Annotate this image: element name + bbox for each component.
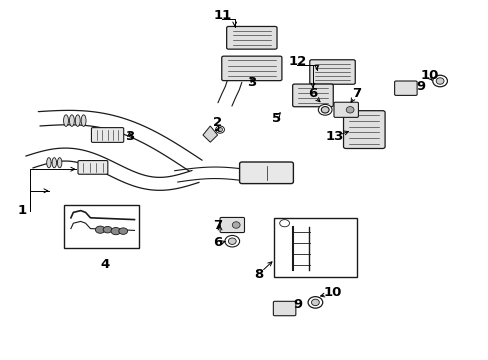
Ellipse shape <box>435 78 443 84</box>
Ellipse shape <box>321 107 328 113</box>
Ellipse shape <box>346 107 353 113</box>
Text: 9: 9 <box>415 80 424 93</box>
FancyBboxPatch shape <box>226 26 276 49</box>
Text: 10: 10 <box>323 286 341 299</box>
Polygon shape <box>218 80 242 106</box>
FancyBboxPatch shape <box>239 162 293 184</box>
FancyBboxPatch shape <box>220 217 244 233</box>
Ellipse shape <box>228 238 236 244</box>
FancyBboxPatch shape <box>309 60 354 84</box>
FancyBboxPatch shape <box>91 127 123 142</box>
Text: 11: 11 <box>213 9 231 22</box>
Text: 5: 5 <box>271 112 280 125</box>
Text: 13: 13 <box>325 130 344 143</box>
Text: 2: 2 <box>213 116 222 129</box>
Polygon shape <box>203 126 217 142</box>
Polygon shape <box>174 167 255 182</box>
FancyBboxPatch shape <box>78 161 107 174</box>
Circle shape <box>103 226 112 233</box>
Ellipse shape <box>47 158 51 168</box>
Text: 12: 12 <box>287 55 306 68</box>
Text: 7: 7 <box>213 219 222 232</box>
Text: 3: 3 <box>125 130 134 143</box>
Ellipse shape <box>432 75 447 87</box>
Ellipse shape <box>52 158 57 168</box>
Circle shape <box>279 220 289 227</box>
Ellipse shape <box>69 115 74 126</box>
FancyBboxPatch shape <box>292 84 333 107</box>
Text: 6: 6 <box>213 237 222 249</box>
Text: 7: 7 <box>352 87 361 100</box>
FancyBboxPatch shape <box>333 102 358 117</box>
Ellipse shape <box>318 104 331 115</box>
Text: 4: 4 <box>101 258 109 271</box>
Text: 6: 6 <box>308 87 317 100</box>
FancyBboxPatch shape <box>273 301 295 316</box>
Ellipse shape <box>232 222 240 228</box>
Ellipse shape <box>224 235 239 247</box>
Bar <box>63 205 139 248</box>
Ellipse shape <box>307 297 322 308</box>
Text: 1: 1 <box>18 204 26 217</box>
Ellipse shape <box>217 127 222 132</box>
Text: 9: 9 <box>293 298 302 311</box>
Polygon shape <box>26 148 199 190</box>
FancyBboxPatch shape <box>222 56 281 81</box>
Text: 10: 10 <box>419 69 438 82</box>
Circle shape <box>95 226 105 233</box>
Text: 8: 8 <box>254 268 263 281</box>
Ellipse shape <box>75 115 80 126</box>
Text: 3: 3 <box>247 76 256 89</box>
Ellipse shape <box>81 115 86 126</box>
Circle shape <box>111 228 121 235</box>
Ellipse shape <box>311 299 319 306</box>
Polygon shape <box>38 111 202 171</box>
Ellipse shape <box>63 115 68 126</box>
FancyBboxPatch shape <box>394 81 416 95</box>
Bar <box>273 218 356 277</box>
FancyBboxPatch shape <box>343 111 384 148</box>
Ellipse shape <box>215 126 224 133</box>
Circle shape <box>119 228 127 234</box>
Ellipse shape <box>58 158 61 168</box>
